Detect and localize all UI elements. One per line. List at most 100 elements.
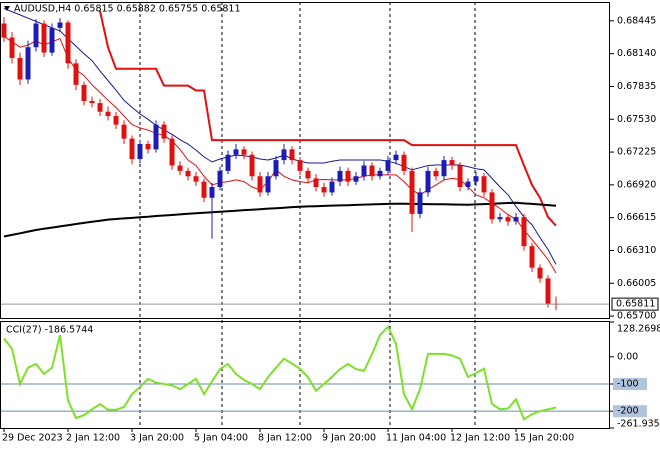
candle-body bbox=[377, 170, 383, 177]
y-tick-label: 0.67225 bbox=[617, 147, 656, 158]
candle-body bbox=[177, 165, 183, 171]
indicator-line bbox=[3, 8, 557, 265]
candle-body bbox=[465, 181, 471, 188]
x-tick-label: 9 Jan 20:00 bbox=[322, 433, 376, 444]
candle-body bbox=[313, 178, 319, 188]
candle-body bbox=[441, 160, 447, 177]
candle-body bbox=[217, 170, 223, 188]
candle-body bbox=[385, 160, 391, 171]
y-tick-label: 0.68140 bbox=[617, 48, 656, 59]
candle-body bbox=[113, 116, 119, 125]
candle-body bbox=[289, 149, 295, 161]
menu-arrow[interactable] bbox=[4, 6, 10, 11]
cci-panel-frame bbox=[0, 321, 610, 429]
indicator-line bbox=[3, 35, 557, 274]
candle-body bbox=[97, 103, 103, 112]
candle-body bbox=[273, 160, 279, 177]
candle-body bbox=[409, 170, 415, 214]
candle-body bbox=[505, 217, 511, 222]
candle-body bbox=[33, 23, 39, 48]
candle-body bbox=[241, 149, 247, 155]
candle-body bbox=[361, 165, 367, 177]
x-tick-label: 8 Jan 12:00 bbox=[258, 433, 312, 444]
y-tick-label: 0.66920 bbox=[617, 179, 656, 190]
candle-body bbox=[161, 124, 167, 139]
candle-body bbox=[105, 111, 111, 117]
x-tick-label: 12 Jan 12:00 bbox=[450, 433, 510, 444]
candle-body bbox=[393, 154, 399, 161]
candle-body bbox=[281, 149, 287, 161]
x-tick-label: 15 Jan 20:00 bbox=[514, 433, 574, 444]
candle-body bbox=[545, 278, 551, 304]
candle-body bbox=[321, 187, 327, 193]
candle-body bbox=[521, 217, 527, 247]
candle-body bbox=[297, 160, 303, 171]
x-tick-label: 29 Dec 2023 bbox=[2, 433, 63, 444]
y-tick-label: -261.9353 bbox=[617, 419, 660, 430]
candle-body bbox=[49, 27, 55, 53]
candle-body bbox=[401, 154, 407, 171]
candle-body bbox=[65, 22, 71, 64]
indicator-line bbox=[99, 10, 557, 227]
candle-body bbox=[225, 154, 231, 171]
candle-body bbox=[137, 143, 143, 160]
candle-body bbox=[249, 154, 255, 177]
x-tick-label: 3 Jan 20:00 bbox=[130, 433, 184, 444]
candle-body bbox=[489, 192, 495, 220]
y-tick-label: 0.66615 bbox=[617, 212, 656, 223]
candle-body bbox=[1, 23, 7, 38]
candle-body bbox=[169, 138, 175, 166]
y-tick-label: 128.2698 bbox=[617, 324, 660, 335]
candle-body bbox=[473, 176, 479, 182]
plot-layer: 0.68445 0.68140 0.67835 0.67530 0.67225 0.669… bbox=[0, 8, 660, 444]
candle-body bbox=[201, 181, 207, 198]
indicator-title: CCI(27) -186.5744 bbox=[6, 325, 93, 336]
candle-body bbox=[457, 165, 463, 188]
candle-body bbox=[81, 84, 87, 101]
level-label-box bbox=[613, 405, 647, 418]
candle-body bbox=[145, 143, 151, 150]
x-tick-label: 2 Jan 12:00 bbox=[66, 433, 120, 444]
candle-body bbox=[417, 192, 423, 214]
x-tick-label: 5 Jan 04:00 bbox=[194, 433, 248, 444]
period-separators bbox=[139, 2, 476, 428]
symbol-title: AUDUSD,H4 0.65815 0.65882 0.65755 0.6581… bbox=[14, 4, 241, 15]
candle-body bbox=[121, 124, 127, 139]
candle-body bbox=[257, 176, 263, 193]
candle-body bbox=[89, 100, 95, 104]
candle-body bbox=[513, 217, 519, 222]
candle-body bbox=[529, 246, 535, 268]
x-tick-label: 11 Jan 04:00 bbox=[386, 433, 446, 444]
candle-body bbox=[481, 176, 487, 193]
candle-body bbox=[25, 47, 31, 80]
candle-body bbox=[497, 217, 503, 220]
cci-line bbox=[3, 324, 557, 421]
y-tick-label: 0.66005 bbox=[617, 278, 656, 289]
y-tick-label: 0.67530 bbox=[617, 114, 656, 125]
candle-body bbox=[425, 170, 431, 193]
last-price-box bbox=[611, 297, 659, 311]
candle-body bbox=[153, 124, 159, 150]
candle-body bbox=[41, 23, 47, 53]
candle-body bbox=[537, 267, 543, 279]
candle-body bbox=[209, 187, 215, 198]
candle-body bbox=[265, 176, 271, 193]
candle-body bbox=[329, 181, 335, 193]
candle-body bbox=[9, 37, 15, 58]
price-panel-frame bbox=[0, 2, 610, 319]
indicator-line bbox=[3, 201, 557, 238]
candle-body bbox=[129, 138, 135, 160]
y-tick-label: -100 bbox=[617, 379, 639, 390]
candle-body bbox=[345, 170, 351, 182]
candle-body bbox=[185, 170, 191, 177]
candle-body bbox=[337, 170, 343, 182]
candle-body bbox=[17, 57, 23, 80]
candle-body bbox=[57, 22, 63, 28]
level-label-box bbox=[613, 378, 647, 391]
y-tick-label: 0.66310 bbox=[617, 245, 656, 256]
candle-body bbox=[193, 176, 199, 182]
candle-body bbox=[449, 160, 455, 166]
candle-body bbox=[369, 165, 375, 177]
candle-body bbox=[233, 149, 239, 155]
